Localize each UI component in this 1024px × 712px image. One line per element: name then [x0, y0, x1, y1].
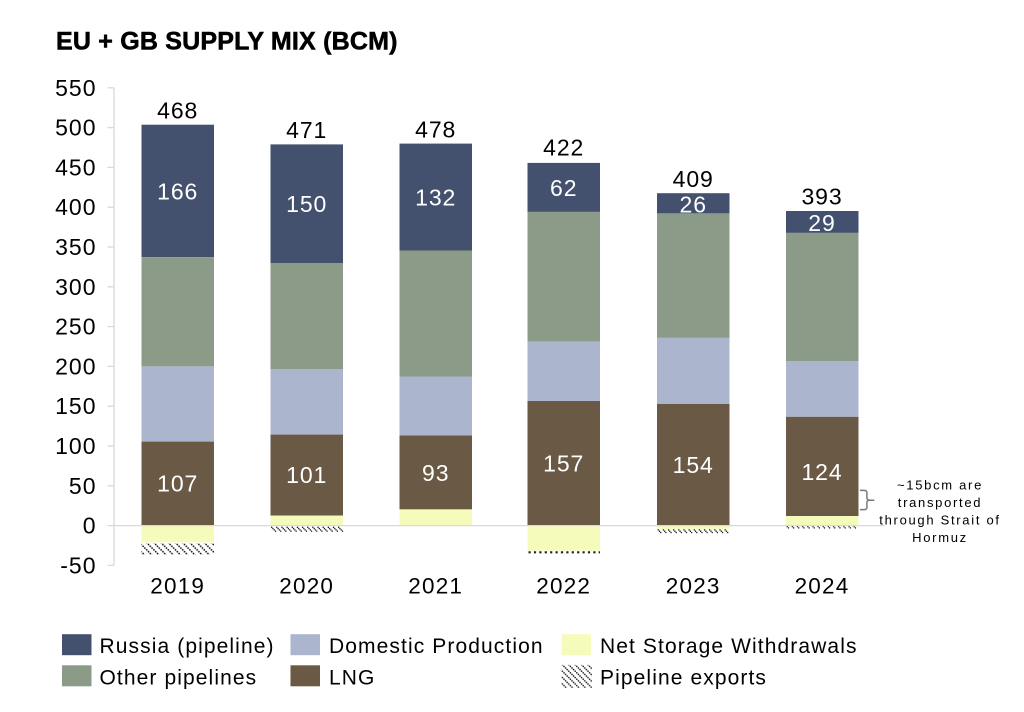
- svg-text:150: 150: [55, 393, 96, 419]
- svg-text:166: 166: [157, 178, 198, 204]
- svg-text:250: 250: [55, 314, 96, 340]
- svg-text:132: 132: [415, 185, 456, 211]
- svg-text:Pipeline exports: Pipeline exports: [600, 667, 767, 690]
- svg-text:29: 29: [808, 210, 835, 236]
- svg-text:-50: -50: [60, 552, 96, 578]
- svg-text:2019: 2019: [150, 574, 205, 599]
- svg-text:500: 500: [55, 115, 96, 141]
- svg-text:Russia (pipeline): Russia (pipeline): [100, 635, 275, 658]
- svg-text:154: 154: [673, 452, 714, 478]
- svg-text:62: 62: [550, 175, 577, 201]
- svg-text:Other pipelines: Other pipelines: [100, 667, 258, 690]
- svg-text:26: 26: [680, 191, 707, 217]
- svg-text:2023: 2023: [666, 574, 721, 599]
- svg-text:468: 468: [157, 97, 198, 123]
- svg-text:107: 107: [157, 471, 198, 497]
- svg-text:through Strait of: through Strait of: [879, 513, 1000, 528]
- svg-text:50: 50: [69, 473, 97, 499]
- svg-text:2022: 2022: [536, 574, 591, 599]
- svg-text:478: 478: [415, 116, 456, 142]
- svg-text:150: 150: [286, 191, 327, 217]
- svg-text:EU + GB SUPPLY MIX (BCM): EU + GB SUPPLY MIX (BCM): [56, 28, 398, 56]
- svg-text:393: 393: [801, 184, 842, 210]
- svg-text:100: 100: [55, 433, 96, 459]
- svg-text:2024: 2024: [795, 574, 850, 599]
- svg-text:2020: 2020: [279, 574, 334, 599]
- svg-text:350: 350: [55, 234, 96, 260]
- svg-text:200: 200: [55, 353, 96, 379]
- svg-text:Hormuz: Hormuz: [912, 530, 968, 545]
- svg-text:550: 550: [55, 75, 96, 101]
- svg-text:101: 101: [286, 462, 327, 488]
- svg-text:422: 422: [543, 134, 584, 160]
- svg-text:0: 0: [83, 513, 97, 539]
- svg-text:300: 300: [55, 274, 96, 300]
- svg-text:2021: 2021: [408, 574, 463, 599]
- svg-text:transported: transported: [898, 495, 982, 510]
- svg-text:471: 471: [286, 117, 327, 143]
- svg-text:124: 124: [801, 459, 842, 485]
- svg-text:Domestic Production: Domestic Production: [329, 635, 544, 658]
- svg-text:LNG: LNG: [329, 667, 375, 690]
- svg-text:93: 93: [422, 460, 449, 486]
- svg-text:157: 157: [543, 451, 584, 477]
- svg-text:~15bcm are: ~15bcm are: [897, 478, 983, 493]
- svg-text:Net Storage Withdrawals: Net Storage Withdrawals: [600, 635, 858, 658]
- svg-text:450: 450: [55, 154, 96, 180]
- svg-text:409: 409: [673, 166, 714, 192]
- svg-text:400: 400: [55, 194, 96, 220]
